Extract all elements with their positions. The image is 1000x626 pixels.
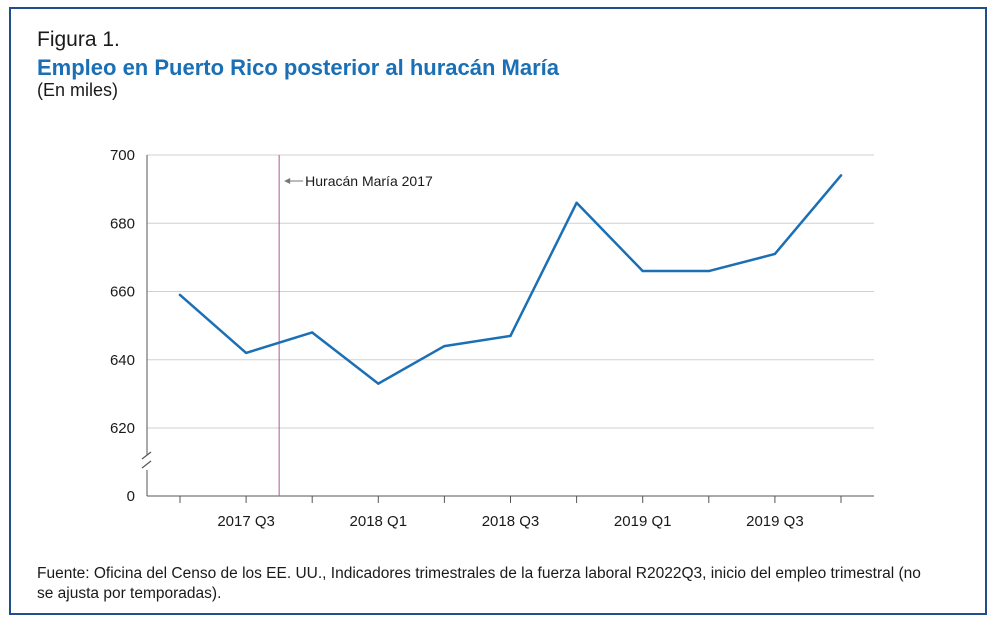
- data-point: [641, 269, 644, 273]
- y-tick-label: 0: [127, 488, 135, 505]
- annotation-arrowhead: [284, 178, 291, 184]
- y-tick-label: 660: [110, 284, 135, 301]
- x-tick-label: 2018 Q1: [350, 513, 408, 530]
- data-point: [509, 334, 512, 338]
- figure-frame: [9, 7, 987, 615]
- x-tick-label: 2017 Q3: [217, 513, 275, 530]
- x-tick-label: 2019 Q3: [746, 513, 804, 530]
- y-tick-label: 620: [110, 420, 135, 437]
- figure-label: Figura 1.: [37, 28, 120, 51]
- data-point: [377, 382, 380, 385]
- data-point: [443, 344, 446, 348]
- axis-break-mark: [141, 451, 152, 460]
- annotation-label: Huracán María 2017: [305, 173, 433, 189]
- y-tick-label: 640: [110, 352, 135, 369]
- data-point: [575, 201, 578, 204]
- source-note: Fuente: Oficina del Censo de los EE. UU.…: [37, 565, 921, 602]
- data-point: [244, 351, 248, 355]
- axis-break-mark: [141, 460, 152, 469]
- data-point: [311, 331, 314, 334]
- data-point: [839, 174, 843, 177]
- chart-subtitle: (En miles): [37, 80, 119, 100]
- x-tick-label: 2018 Q3: [482, 513, 540, 530]
- y-tick-label: 680: [110, 215, 135, 232]
- y-tick-label: 700: [110, 147, 135, 164]
- data-point: [707, 269, 710, 273]
- chart-title: Empleo en Puerto Rico posterior al hurac…: [37, 55, 560, 80]
- data-point: [178, 293, 182, 297]
- data-point: [773, 252, 777, 256]
- x-tick-label: 2019 Q1: [614, 513, 672, 530]
